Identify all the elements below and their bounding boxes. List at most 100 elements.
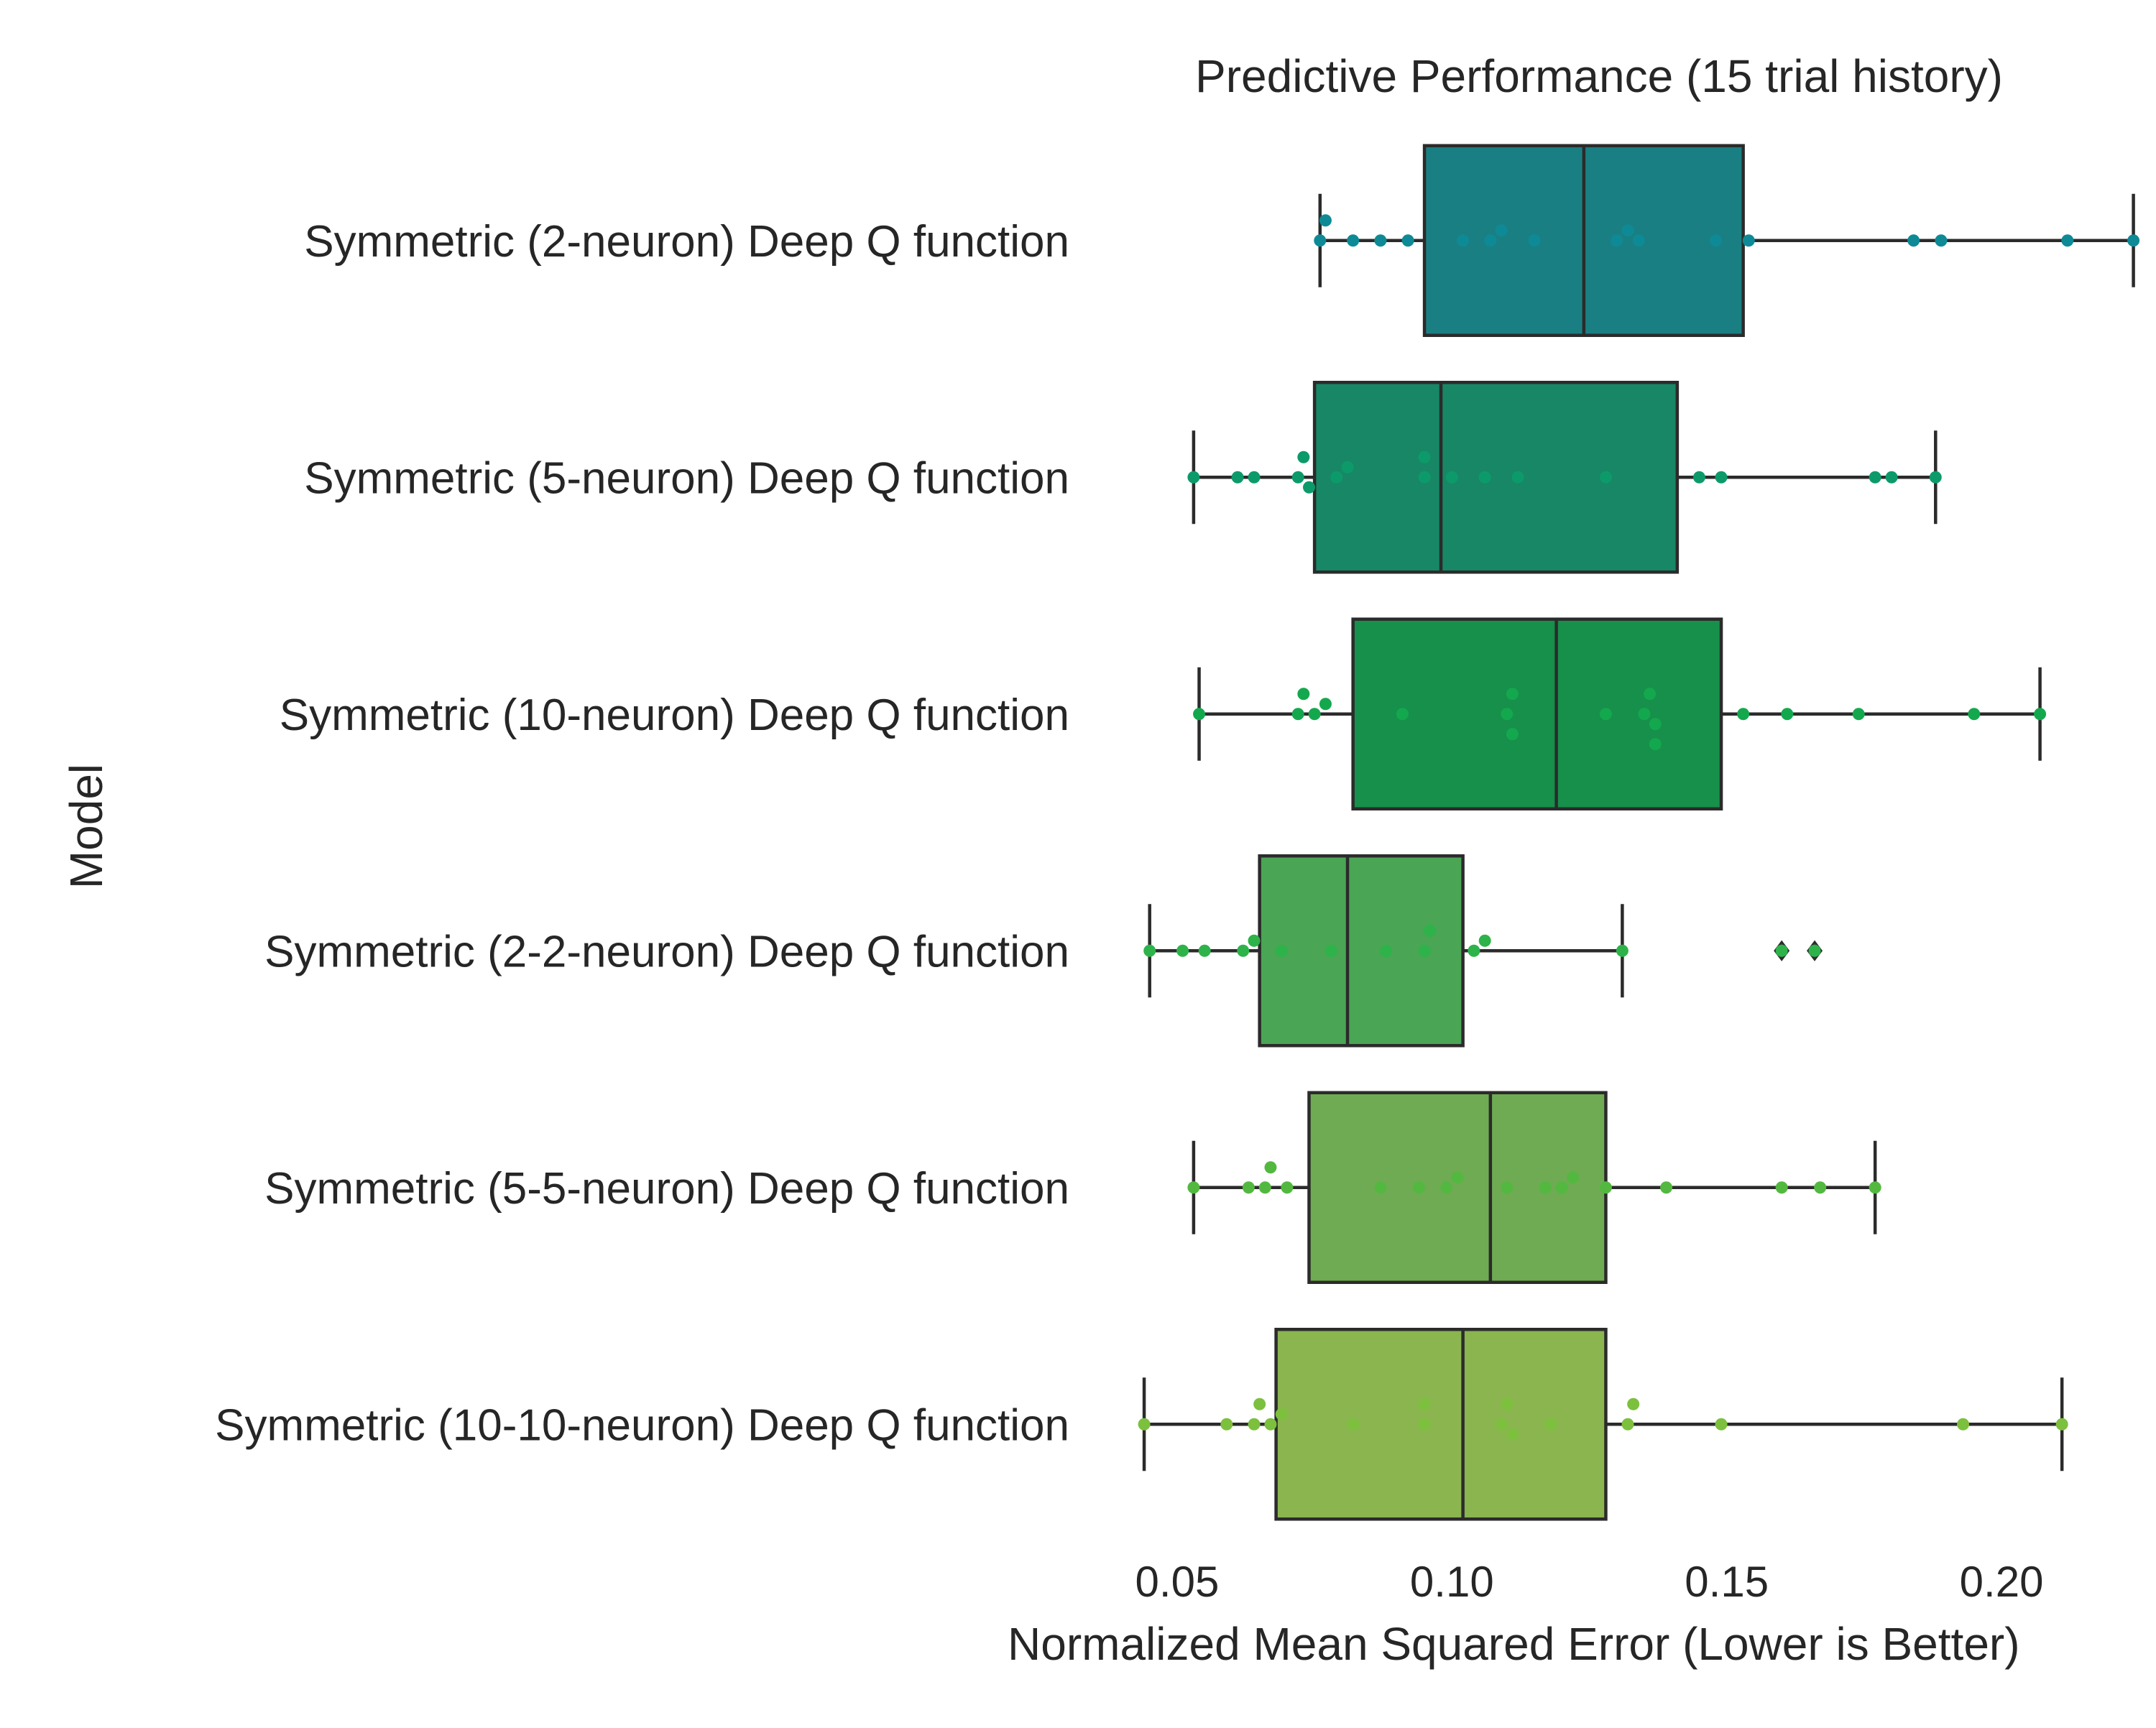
data-point — [1506, 1428, 1519, 1441]
data-point — [1401, 234, 1414, 247]
data-point — [1291, 708, 1304, 721]
data-point — [1319, 698, 1332, 711]
data-point — [1649, 718, 1662, 731]
data-point — [1814, 1181, 1827, 1194]
data-point — [1374, 1181, 1387, 1194]
data-point — [1781, 708, 1794, 721]
data-point — [1638, 708, 1651, 721]
data-point — [1275, 944, 1288, 957]
data-point — [1347, 1418, 1360, 1431]
data-point — [1253, 1397, 1266, 1410]
data-point — [1907, 234, 1920, 247]
data-point — [1330, 471, 1343, 484]
data-point — [1692, 471, 1705, 484]
data-point — [1341, 461, 1354, 473]
data-point — [1737, 708, 1750, 721]
box — [1258, 854, 1465, 1048]
category-label: Symmetric (10-10-neuron) Deep Q function — [215, 1400, 1069, 1450]
data-point — [1611, 234, 1623, 247]
y-axis-label: Model — [60, 764, 112, 889]
data-point — [1484, 234, 1497, 247]
data-point — [1308, 708, 1321, 721]
data-point — [1501, 1397, 1514, 1410]
data-point — [1935, 234, 1948, 247]
data-point — [1424, 924, 1437, 937]
data-point — [1220, 1418, 1233, 1431]
data-point — [1451, 1171, 1464, 1184]
data-point — [1852, 708, 1865, 721]
category-label: Symmetric (5-5-neuron) Deep Q function — [264, 1164, 1069, 1214]
x-tick-label: 0.10 — [1410, 1558, 1494, 1606]
data-point — [1478, 934, 1491, 947]
data-point — [1599, 1181, 1612, 1194]
data-point — [1248, 934, 1261, 947]
data-point — [1957, 1418, 1970, 1431]
data-point — [1632, 234, 1645, 247]
data-point — [1506, 728, 1519, 741]
data-point — [1193, 708, 1206, 721]
data-point — [1237, 944, 1250, 957]
data-point — [1528, 234, 1541, 247]
data-point — [1176, 944, 1189, 957]
data-point — [1539, 1181, 1552, 1194]
data-point — [1599, 471, 1612, 484]
data-point — [1555, 1181, 1568, 1194]
x-tick-label: 0.15 — [1685, 1558, 1769, 1606]
data-point — [1440, 1181, 1453, 1194]
data-point — [1297, 451, 1310, 463]
data-point — [1374, 234, 1387, 247]
data-point — [1264, 1161, 1277, 1174]
data-point — [1501, 708, 1514, 721]
data-point — [1495, 224, 1508, 237]
data-point — [1649, 738, 1662, 751]
data-point — [1468, 944, 1480, 957]
data-point — [1567, 1171, 1580, 1184]
data-point — [1621, 1418, 1634, 1431]
data-point — [1506, 688, 1519, 701]
data-point — [1457, 234, 1470, 247]
box-group: Symmetric (5-neuron) Deep Q function — [304, 381, 1942, 574]
data-point — [2034, 708, 2047, 721]
box — [1312, 381, 1680, 574]
x-tick-label: 0.20 — [1960, 1558, 2044, 1606]
data-point — [1968, 708, 1981, 721]
data-point — [1869, 471, 1881, 484]
data-point — [1929, 471, 1942, 484]
data-point — [1412, 1181, 1425, 1194]
x-axis-label: Normalized Mean Squared Error (Lower is … — [1008, 1618, 2020, 1670]
data-point — [1275, 1408, 1288, 1420]
box-group: Symmetric (10-10-neuron) Deep Q function — [215, 1328, 2068, 1521]
data-point — [1143, 944, 1156, 957]
data-point — [1544, 1418, 1557, 1431]
box — [1351, 617, 1723, 810]
data-point — [1808, 944, 1821, 957]
data-point — [1302, 481, 1315, 494]
data-point — [1347, 234, 1360, 247]
data-point — [2061, 234, 2074, 247]
data-point — [1885, 471, 1898, 484]
data-point — [1258, 1181, 1271, 1194]
data-point — [1418, 944, 1431, 957]
data-point — [1248, 1418, 1261, 1431]
data-point — [1501, 1181, 1514, 1194]
category-label: Symmetric (2-2-neuron) Deep Q function — [264, 927, 1069, 976]
box-group: Symmetric (10-neuron) Deep Q function — [280, 617, 2047, 810]
data-point — [1396, 708, 1409, 721]
data-point — [1775, 944, 1788, 957]
data-point — [1248, 471, 1261, 484]
box-group: Symmetric (2-neuron) Deep Q function — [304, 144, 2140, 337]
data-point — [1495, 1418, 1508, 1431]
category-label: Symmetric (2-neuron) Deep Q function — [304, 217, 1069, 267]
data-point — [1314, 234, 1327, 247]
data-point — [1380, 944, 1393, 957]
data-point — [1231, 471, 1244, 484]
x-tick-label: 0.05 — [1135, 1558, 1220, 1606]
box-group: Symmetric (5-5-neuron) Deep Q function — [264, 1091, 1881, 1284]
data-point — [1242, 1181, 1255, 1194]
data-point — [1138, 1418, 1151, 1431]
category-label: Symmetric (5-neuron) Deep Q function — [304, 453, 1069, 503]
data-point — [1660, 1181, 1673, 1194]
data-point — [1418, 471, 1431, 484]
category-label: Symmetric (10-neuron) Deep Q function — [280, 690, 1069, 740]
